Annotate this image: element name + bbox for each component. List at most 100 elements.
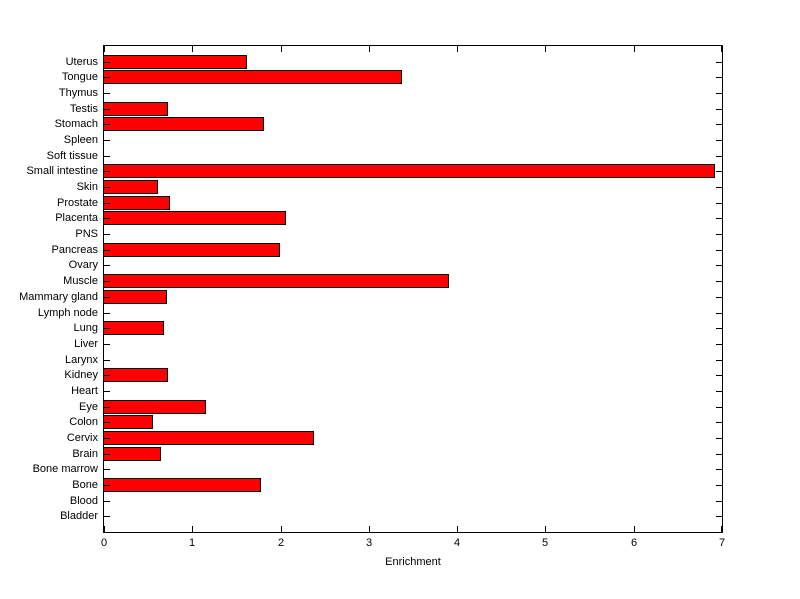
y-tick-left: [104, 469, 110, 470]
y-tick-left: [104, 281, 110, 282]
y-tick-right: [716, 156, 722, 157]
y-tick-label-bone: Bone: [72, 479, 98, 491]
x-tick-label-4: 4: [453, 537, 461, 549]
bar-tongue: [104, 70, 402, 84]
y-tick-label-muscle: Muscle: [63, 275, 98, 287]
y-tick-label-liver: Liver: [74, 338, 98, 350]
y-tick-right: [716, 62, 722, 63]
y-tick-right: [716, 218, 722, 219]
y-tick-label-bone-marrow: Bone marrow: [32, 463, 98, 475]
y-tick-left: [104, 454, 110, 455]
y-tick-left: [104, 203, 110, 204]
x-tick-label-3: 3: [365, 537, 373, 549]
x-tick-bottom: [545, 526, 546, 532]
bar-uterus: [104, 55, 247, 69]
y-tick-left: [104, 375, 110, 376]
bar-eye: [104, 400, 206, 414]
y-tick-right: [716, 360, 722, 361]
x-tick-top: [545, 46, 546, 52]
y-tick-left: [104, 171, 110, 172]
x-tick-top: [369, 46, 370, 52]
y-tick-left: [104, 218, 110, 219]
bar-skin: [104, 180, 158, 194]
y-tick-left: [104, 407, 110, 408]
bar-colon: [104, 415, 153, 429]
y-tick-right: [716, 203, 722, 204]
plot-area: [103, 45, 723, 533]
y-tick-left: [104, 124, 110, 125]
y-tick-left: [104, 360, 110, 361]
y-tick-label-cervix: Cervix: [66, 432, 98, 444]
x-tick-bottom: [369, 526, 370, 532]
y-tick-left: [104, 344, 110, 345]
y-tick-left: [104, 391, 110, 392]
y-tick-left: [104, 438, 110, 439]
y-tick-left: [104, 485, 110, 486]
y-tick-left: [104, 156, 110, 157]
y-tick-right: [716, 422, 722, 423]
y-tick-right: [716, 501, 722, 502]
x-tick-top: [281, 46, 282, 52]
y-tick-label-lung: Lung: [73, 322, 98, 334]
y-tick-right: [716, 454, 722, 455]
y-tick-label-heart: Heart: [71, 385, 98, 397]
x-tick-bottom: [104, 526, 105, 532]
y-tick-right: [716, 250, 722, 251]
y-tick-left: [104, 109, 110, 110]
y-tick-label-prostate: Prostate: [57, 197, 98, 209]
x-tick-bottom: [281, 526, 282, 532]
x-tick-top: [457, 46, 458, 52]
y-tick-right: [716, 140, 722, 141]
bar-muscle: [104, 274, 449, 288]
bar-placenta: [104, 211, 286, 225]
y-tick-left: [104, 140, 110, 141]
y-tick-right: [716, 281, 722, 282]
y-tick-right: [716, 485, 722, 486]
y-tick-label-stomach: Stomach: [54, 118, 98, 130]
y-tick-left: [104, 265, 110, 266]
y-tick-label-tongue: Tongue: [61, 71, 98, 83]
bar-pancreas: [104, 243, 280, 257]
x-tick-label-1: 1: [188, 537, 196, 549]
x-tick-top: [721, 46, 722, 52]
y-tick-left: [104, 77, 110, 78]
x-tick-top: [104, 46, 105, 52]
x-tick-label-0: 0: [100, 537, 108, 549]
y-tick-label-blood: Blood: [69, 495, 98, 507]
x-tick-label-6: 6: [630, 537, 638, 549]
y-tick-right: [716, 265, 722, 266]
y-tick-right: [716, 234, 722, 235]
y-tick-left: [104, 516, 110, 517]
y-tick-right: [716, 313, 722, 314]
x-axis-title: Enrichment: [385, 556, 441, 568]
y-tick-label-lymph-node: Lymph node: [37, 307, 98, 319]
y-tick-left: [104, 313, 110, 314]
x-tick-bottom: [192, 526, 193, 532]
y-tick-right: [716, 77, 722, 78]
y-tick-right: [716, 469, 722, 470]
y-tick-label-larynx: Larynx: [64, 354, 98, 366]
y-tick-right: [716, 516, 722, 517]
y-tick-left: [104, 187, 110, 188]
y-tick-right: [716, 187, 722, 188]
y-tick-left: [104, 62, 110, 63]
x-tick-bottom: [721, 526, 722, 532]
y-tick-left: [104, 501, 110, 502]
y-tick-label-brain: Brain: [72, 448, 98, 460]
y-tick-left: [104, 250, 110, 251]
x-tick-top: [192, 46, 193, 52]
y-tick-label-spleen: Spleen: [63, 134, 98, 146]
y-tick-label-colon: Colon: [69, 416, 98, 428]
y-tick-label-bladder: Bladder: [60, 510, 98, 522]
bar-prostate: [104, 196, 170, 210]
y-tick-label-pns: PNS: [75, 228, 98, 240]
x-tick-label-5: 5: [541, 537, 549, 549]
y-tick-right: [716, 438, 722, 439]
y-tick-label-thymus: Thymus: [58, 87, 98, 99]
y-tick-left: [104, 234, 110, 235]
bar-stomach: [104, 117, 264, 131]
y-tick-label-placenta: Placenta: [55, 212, 98, 224]
y-tick-left: [104, 93, 110, 94]
y-tick-label-kidney: Kidney: [64, 369, 98, 381]
